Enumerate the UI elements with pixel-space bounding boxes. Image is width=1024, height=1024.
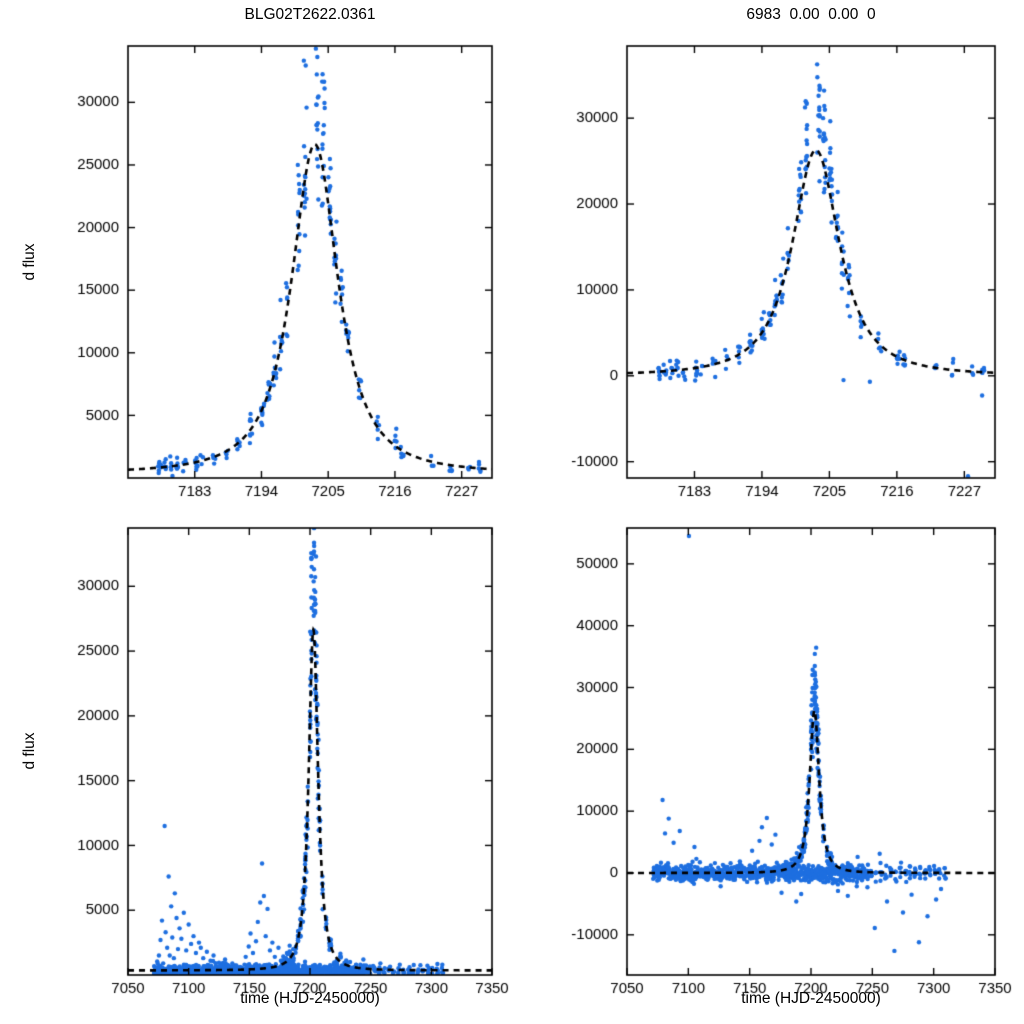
y-axis-label: d flux [21, 243, 38, 281]
plot-canvas-bottom-left [0, 500, 512, 1024]
plot-canvas-top-right [512, 0, 1024, 500]
panel-bottom-left: d flux time (HJD-2450000) [0, 500, 512, 1024]
panel-title: BLG02T2622.0361 [244, 6, 376, 23]
plot-canvas-bottom-right [512, 500, 1024, 1024]
y-axis-label: d flux [21, 732, 38, 770]
panel-top-left: BLG02T2622.0361 d flux [0, 0, 512, 500]
panel-top-right: 6983 0.00 0.00 0 [512, 0, 1024, 500]
panel-bottom-right: time (HJD-2450000) [512, 500, 1024, 1024]
x-axis-label: time (HJD-2450000) [240, 990, 380, 1007]
x-axis-label: time (HJD-2450000) [741, 990, 881, 1007]
plot-canvas-top-left [0, 0, 512, 500]
panel-title: 6983 0.00 0.00 0 [746, 6, 876, 23]
